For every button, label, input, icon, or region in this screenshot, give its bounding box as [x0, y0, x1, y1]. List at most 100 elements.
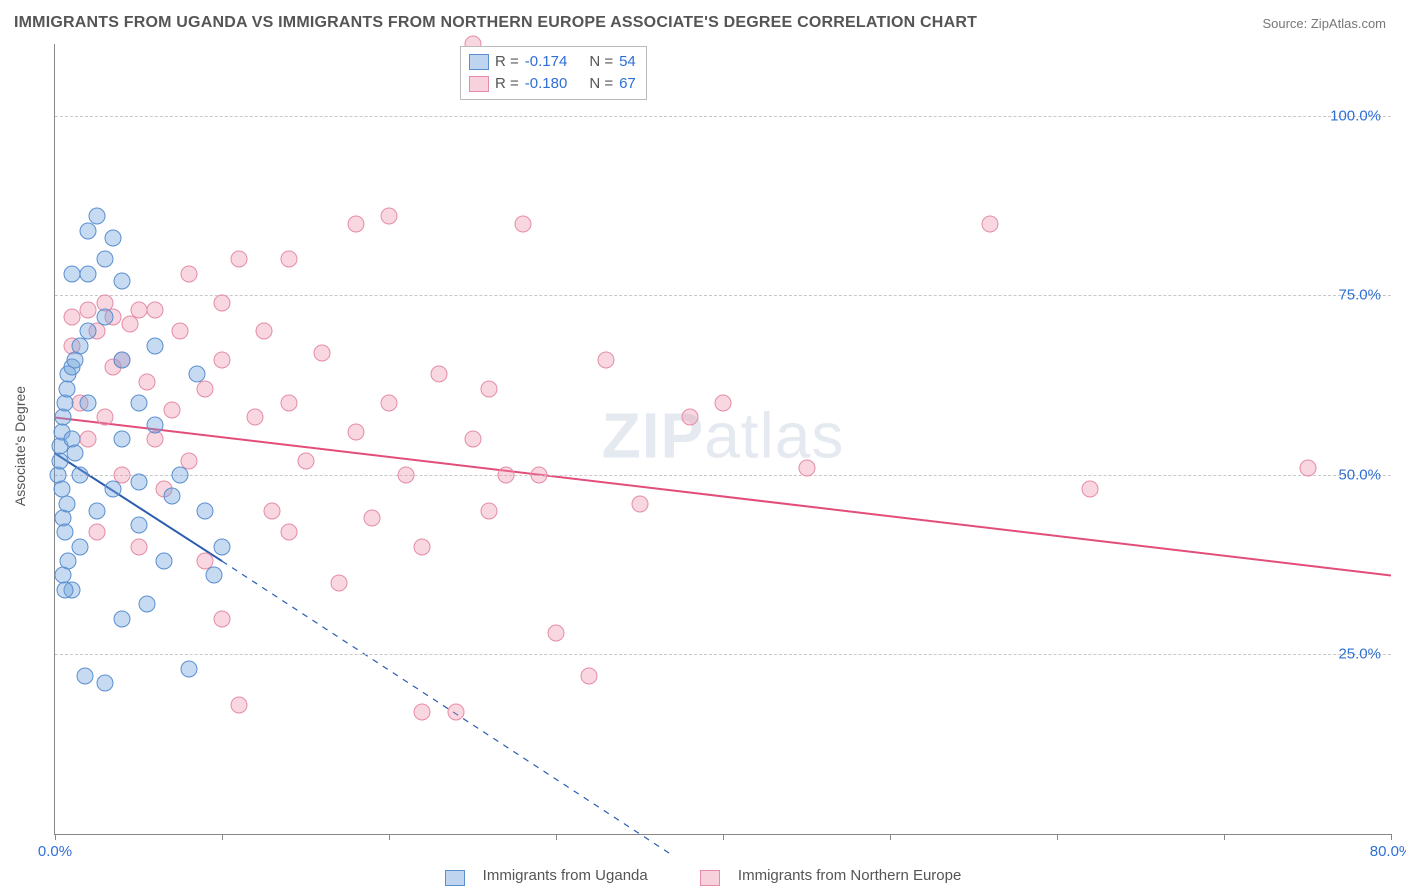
data-point	[447, 703, 464, 720]
data-point	[72, 538, 89, 555]
data-point	[431, 366, 448, 383]
data-point	[214, 610, 231, 627]
data-point	[63, 308, 80, 325]
data-point	[67, 445, 84, 462]
swatch-neurope	[469, 76, 489, 92]
data-point	[130, 474, 147, 491]
data-point	[63, 265, 80, 282]
y-tick-label: 25.0%	[1338, 646, 1381, 663]
n-label: N =	[589, 51, 613, 73]
data-point	[77, 668, 94, 685]
data-point	[297, 452, 314, 469]
data-point	[180, 660, 197, 677]
data-point	[497, 466, 514, 483]
gridline	[55, 654, 1391, 655]
data-point	[130, 517, 147, 534]
data-point	[347, 215, 364, 232]
data-point	[280, 524, 297, 541]
data-point	[57, 581, 74, 598]
x-tick	[1224, 834, 1225, 840]
legend-label-uganda: Immigrants from Uganda	[483, 867, 648, 884]
data-point	[798, 459, 815, 476]
data-point	[531, 466, 548, 483]
data-point	[314, 344, 331, 361]
data-point	[180, 265, 197, 282]
data-point	[681, 409, 698, 426]
data-point	[381, 208, 398, 225]
data-point	[197, 380, 214, 397]
data-point	[113, 273, 130, 290]
data-point	[188, 366, 205, 383]
data-point	[397, 466, 414, 483]
data-point	[138, 373, 155, 390]
data-point	[381, 395, 398, 412]
data-point	[97, 251, 114, 268]
data-point	[80, 222, 97, 239]
data-point	[230, 251, 247, 268]
data-point	[130, 301, 147, 318]
data-point	[80, 301, 97, 318]
data-point	[97, 409, 114, 426]
swatch-neurope-icon	[700, 870, 720, 886]
data-point	[330, 574, 347, 591]
data-point	[514, 215, 531, 232]
x-tick	[55, 834, 56, 840]
data-point	[57, 524, 74, 541]
n-label: N =	[589, 73, 613, 95]
data-point	[364, 510, 381, 527]
data-point	[97, 308, 114, 325]
x-tick	[723, 834, 724, 840]
data-point	[464, 431, 481, 448]
trend-line	[55, 417, 1391, 575]
legend-row-neurope: R = -0.180 N = 67	[469, 73, 636, 95]
scatter-plot-area: ZIPatlas 25.0%50.0%75.0%100.0%0.0%80.0%	[54, 44, 1391, 835]
data-point	[197, 502, 214, 519]
legend-label-neurope: Immigrants from Northern Europe	[738, 867, 961, 884]
data-point	[155, 553, 172, 570]
data-point	[105, 229, 122, 246]
r-value-neurope: -0.180	[525, 73, 568, 95]
data-point	[481, 502, 498, 519]
data-point	[88, 502, 105, 519]
data-point	[130, 538, 147, 555]
y-tick-label: 50.0%	[1338, 466, 1381, 483]
correlation-legend: R = -0.174 N = 54 R = -0.180 N = 67	[460, 46, 647, 100]
data-point	[414, 703, 431, 720]
data-point	[581, 668, 598, 685]
x-tick	[1391, 834, 1392, 840]
legend-row-uganda: R = -0.174 N = 54	[469, 51, 636, 73]
data-point	[247, 409, 264, 426]
data-point	[88, 524, 105, 541]
chart-title: IMMIGRANTS FROM UGANDA VS IMMIGRANTS FRO…	[14, 14, 977, 32]
data-point	[122, 316, 139, 333]
data-point	[548, 624, 565, 641]
data-point	[214, 538, 231, 555]
data-point	[1082, 481, 1099, 498]
data-point	[113, 431, 130, 448]
data-point	[214, 294, 231, 311]
data-point	[214, 352, 231, 369]
data-point	[280, 395, 297, 412]
data-point	[172, 466, 189, 483]
trend-lines-layer	[55, 44, 1391, 834]
swatch-uganda	[469, 54, 489, 70]
legend-item-neurope: Immigrants from Northern Europe	[688, 867, 973, 884]
data-point	[598, 352, 615, 369]
x-tick	[890, 834, 891, 840]
swatch-uganda-icon	[445, 870, 465, 886]
data-point	[1299, 459, 1316, 476]
data-point	[163, 402, 180, 419]
data-point	[113, 352, 130, 369]
series-legend: Immigrants from Uganda Immigrants from N…	[0, 867, 1406, 884]
n-value-uganda: 54	[619, 51, 636, 73]
data-point	[163, 488, 180, 505]
data-point	[280, 251, 297, 268]
x-tick	[1057, 834, 1058, 840]
data-point	[105, 481, 122, 498]
data-point	[138, 596, 155, 613]
data-point	[113, 610, 130, 627]
data-point	[982, 215, 999, 232]
data-point	[80, 265, 97, 282]
x-tick	[556, 834, 557, 840]
data-point	[58, 495, 75, 512]
